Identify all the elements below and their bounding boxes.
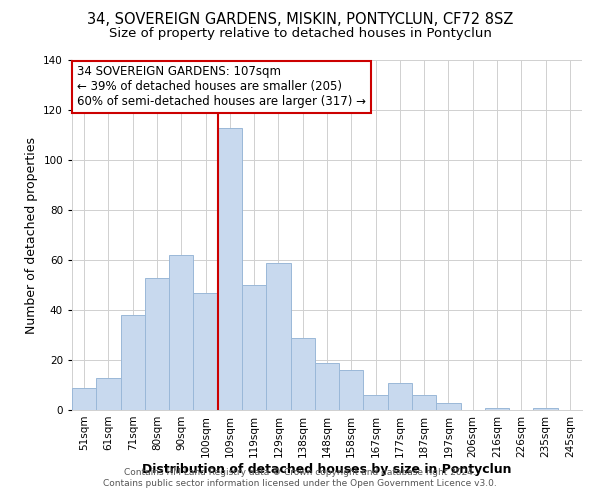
Bar — [339, 370, 364, 410]
Bar — [388, 382, 412, 410]
Bar — [145, 278, 169, 410]
Text: 34, SOVEREIGN GARDENS, MISKIN, PONTYCLUN, CF72 8SZ: 34, SOVEREIGN GARDENS, MISKIN, PONTYCLUN… — [87, 12, 513, 28]
Y-axis label: Number of detached properties: Number of detached properties — [25, 136, 38, 334]
Bar — [96, 378, 121, 410]
Bar — [412, 395, 436, 410]
X-axis label: Distribution of detached houses by size in Pontyclun: Distribution of detached houses by size … — [142, 462, 512, 475]
Bar — [315, 362, 339, 410]
Text: Contains HM Land Registry data © Crown copyright and database right 2024.
Contai: Contains HM Land Registry data © Crown c… — [103, 468, 497, 487]
Bar — [121, 315, 145, 410]
Bar — [72, 388, 96, 410]
Text: 34 SOVEREIGN GARDENS: 107sqm
← 39% of detached houses are smaller (205)
60% of s: 34 SOVEREIGN GARDENS: 107sqm ← 39% of de… — [77, 66, 366, 108]
Bar — [218, 128, 242, 410]
Bar — [169, 255, 193, 410]
Bar — [290, 338, 315, 410]
Bar — [266, 262, 290, 410]
Bar — [485, 408, 509, 410]
Bar — [193, 292, 218, 410]
Text: Size of property relative to detached houses in Pontyclun: Size of property relative to detached ho… — [109, 28, 491, 40]
Bar — [533, 408, 558, 410]
Bar — [364, 395, 388, 410]
Bar — [436, 402, 461, 410]
Bar — [242, 285, 266, 410]
